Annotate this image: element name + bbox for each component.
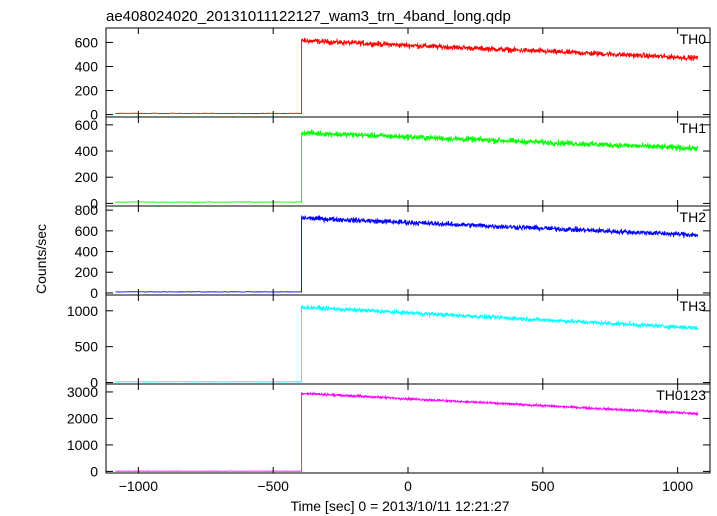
panel-th0: 0 200 400 600 TH0 [75,27,711,123]
x-tick-label: 0 [404,478,412,494]
y-tick-label: 500 [75,339,99,355]
x-tick-labels: −1000 −500 0 500 1000 [119,478,694,494]
y-tick-label: 800 [75,202,99,218]
y-tick-label: 1000 [67,437,98,453]
x-tick-label: −1000 [119,478,159,494]
y-tick-label: 2000 [67,410,98,426]
panel-th0123: 0 1000 2000 3000 TH0123 [67,383,711,479]
panel-frame [105,205,711,296]
x-tick-label: −500 [257,478,289,494]
y-tick-label: 200 [75,83,99,99]
series-line-th0123 [115,391,699,472]
panel-th1: 0 200 400 600 TH1 [75,116,711,211]
panel-label: TH0123 [656,387,706,403]
panels-group: 0 200 400 600 TH0 0 200 400 600 TH1 0 200 400 600 800 T… [67,27,711,479]
y-tick-label: 0 [90,285,98,301]
x-tick-label: 500 [531,478,555,494]
x-axis-label: Time [sec] 0 = 2013/10/11 12:21:27 [290,498,509,514]
panel-label: TH1 [680,120,707,136]
y-tick-label: 600 [75,117,99,133]
y-tick-label: 600 [75,223,99,239]
y-tick-label: 400 [75,58,99,74]
y-axis-label: Counts/sec [33,224,49,294]
series-line-th1 [115,129,699,203]
panel-frame [105,294,711,385]
series-line-th0 [115,37,699,115]
y-tick-label: 0 [90,375,98,391]
y-tick-label: 600 [75,34,99,50]
panel-frame [105,27,711,118]
panel-frame [105,116,711,207]
y-tick-label: 0 [90,107,98,123]
chart-title: ae408024020_20131011122127_wam3_trn_4ban… [106,8,511,25]
y-tick-label: 0 [90,463,98,479]
series-line-th2 [115,214,699,293]
y-tick-label: 400 [75,143,99,159]
panel-th2: 0 200 400 600 800 TH2 [75,202,711,301]
panel-label: TH2 [680,209,707,225]
y-tick-label: 200 [75,169,99,185]
y-tick-label: 200 [75,264,99,280]
y-tick-label: 400 [75,244,99,260]
y-tick-label: 1000 [67,303,98,319]
y-tick-label: 0 [90,195,98,211]
x-tick-label: 1000 [662,478,693,494]
panel-label: TH0 [680,31,707,47]
panel-th3: 0 500 1000 TH3 [67,294,711,391]
y-tick-label: 3000 [67,384,98,400]
series-line-th3 [115,304,699,383]
panel-label: TH3 [680,298,707,314]
